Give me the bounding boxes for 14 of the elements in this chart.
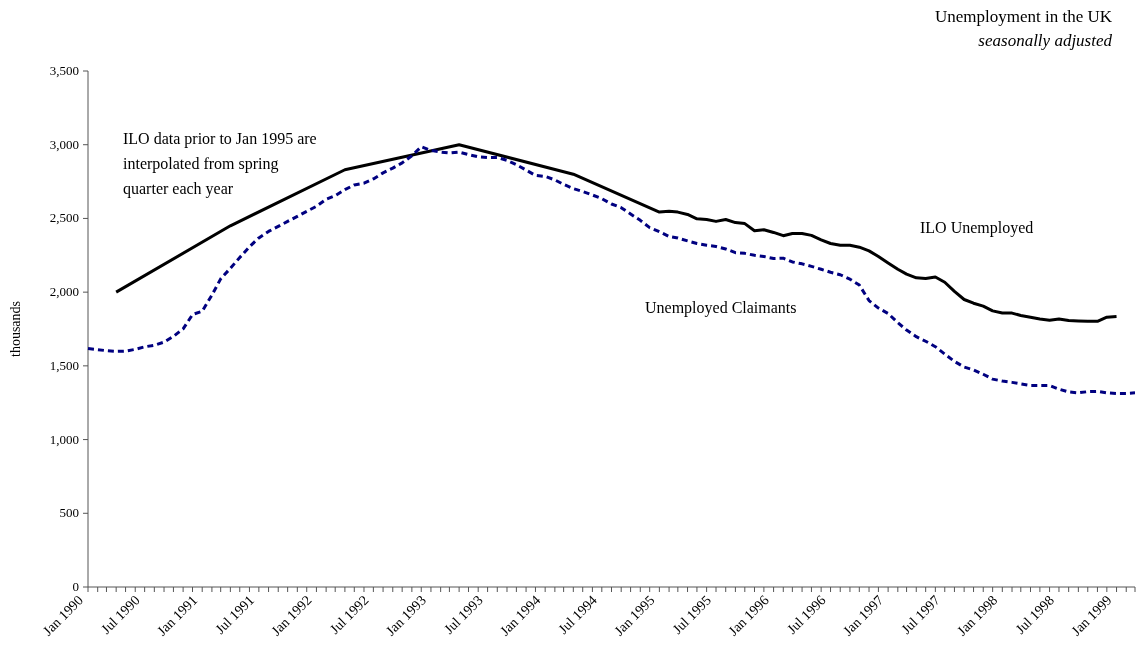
- y-tick-label: 1,500: [49, 357, 79, 373]
- y-tick-label: 2,000: [49, 284, 79, 300]
- y-tick-label: 1,000: [49, 431, 79, 447]
- y-tick-label: 3,500: [49, 63, 79, 78]
- y-tick-label: 0: [72, 579, 79, 594]
- annotation: ILO data prior to Jan 1995 are interpolated from spring quarter each year: [123, 130, 317, 198]
- chart-title: Unemployment in the UK: [934, 7, 1113, 26]
- y-axis-title: thousands: [8, 301, 23, 357]
- y-tick-label: 500: [59, 505, 79, 521]
- text: Unemployed Claimants: [645, 299, 797, 317]
- text: ILO Unemployed: [920, 219, 1034, 237]
- y-tick-label: 3,000: [49, 136, 79, 152]
- y-tick-label: 2,500: [49, 210, 79, 226]
- chart-subtitle: seasonally adjusted: [978, 31, 1113, 50]
